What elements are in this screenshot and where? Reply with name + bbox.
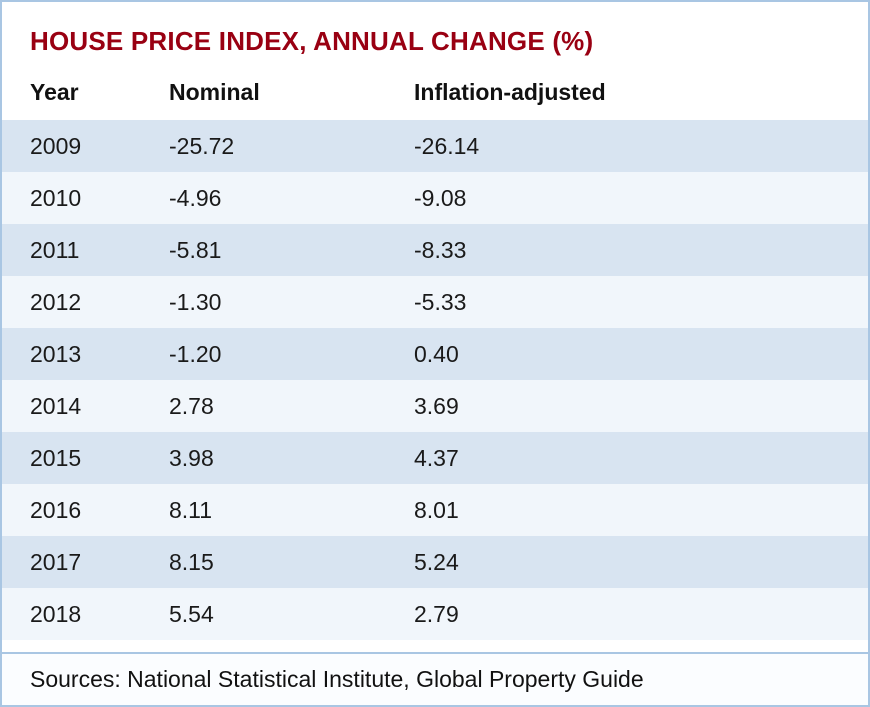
house-price-index-table: Year Nominal Inflation-adjusted 2009 -25.… bbox=[2, 67, 868, 640]
page-title: HOUSE PRICE INDEX, ANNUAL CHANGE (%) bbox=[30, 26, 594, 56]
inflation-adjusted-cell: 0.40 bbox=[414, 340, 459, 367]
header-row: Year Nominal Inflation-adjusted bbox=[2, 67, 868, 120]
year-cell: 2018 bbox=[30, 600, 82, 627]
table-row: 2011 -5.81 -8.33 bbox=[2, 224, 868, 276]
nominal-cell: 8.11 bbox=[169, 496, 213, 523]
nominal-cell: -1.30 bbox=[169, 288, 222, 315]
table-row: 2012 -1.30 -5.33 bbox=[2, 276, 868, 328]
table-row: 2010 -4.96 -9.08 bbox=[2, 172, 868, 224]
nominal-cell: 2.78 bbox=[169, 392, 214, 419]
year-cell: 2010 bbox=[30, 184, 82, 211]
table-row: 2014 2.78 3.69 bbox=[2, 380, 868, 432]
table-header: Year Nominal Inflation-adjusted bbox=[2, 67, 868, 120]
nominal-cell: 3.98 bbox=[169, 444, 214, 471]
year-cell: 2016 bbox=[30, 496, 82, 523]
year-cell: 2017 bbox=[30, 548, 82, 575]
year-cell: 2013 bbox=[30, 340, 82, 367]
table-body: 2009 -25.72 -26.14 2010 -4.96 -9.08 2011 -5.81 -… bbox=[2, 120, 868, 640]
inflation-adjusted-cell: -5.33 bbox=[414, 288, 467, 315]
table-row: 2017 8.15 5.24 bbox=[2, 536, 868, 588]
year-cell: 2011 bbox=[30, 236, 80, 263]
inflation-adjusted-cell: 3.69 bbox=[414, 392, 459, 419]
year-cell: 2012 bbox=[30, 288, 82, 315]
inflation-adjusted-cell: -8.33 bbox=[414, 236, 467, 263]
inflation-adjusted-cell: 2.79 bbox=[414, 600, 459, 627]
inflation-adjusted-cell: -26.14 bbox=[414, 132, 480, 159]
table-row: 2016 8.11 8.01 bbox=[2, 484, 868, 536]
inflation-adjusted-cell: 5.24 bbox=[414, 548, 459, 575]
nominal-cell: -4.96 bbox=[169, 184, 222, 211]
table-row: 2009 -25.72 -26.14 bbox=[2, 120, 868, 172]
table-row: 2018 5.54 2.79 bbox=[2, 588, 868, 640]
year-cell: 2015 bbox=[30, 444, 82, 471]
nominal-cell: 5.54 bbox=[169, 600, 214, 627]
nominal-cell: 8.15 bbox=[169, 548, 214, 575]
table-row: 2013 -1.20 0.40 bbox=[2, 328, 868, 380]
sources-footer: Sources: National Statistical Institute,… bbox=[2, 652, 868, 705]
year-cell: 2014 bbox=[30, 392, 82, 419]
nominal-cell: -5.81 bbox=[169, 236, 222, 263]
inflation-adjusted-cell: 4.37 bbox=[414, 444, 459, 471]
inflation-adjusted-cell: -9.08 bbox=[414, 184, 467, 211]
column-header-year: Year bbox=[2, 67, 169, 120]
nominal-cell: -25.72 bbox=[169, 132, 235, 159]
inflation-adjusted-cell: 8.01 bbox=[414, 496, 459, 523]
year-cell: 2009 bbox=[30, 132, 82, 159]
table-row: 2015 3.98 4.37 bbox=[2, 432, 868, 484]
column-header-inflation-adjusted: Inflation-adjusted bbox=[414, 67, 868, 120]
nominal-cell: -1.20 bbox=[169, 340, 222, 367]
column-header-nominal: Nominal bbox=[169, 67, 414, 120]
